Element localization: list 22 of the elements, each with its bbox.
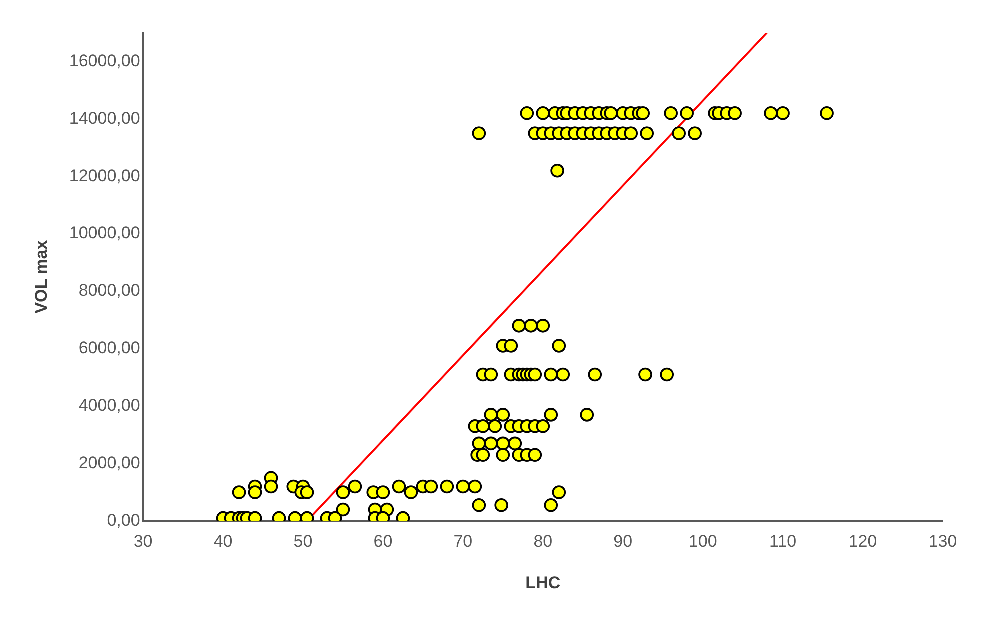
x-tick-label: 60 (374, 532, 393, 552)
x-tick-label: 120 (848, 532, 878, 552)
x-tick-label: 130 (928, 532, 958, 552)
y-tick-label: 14000,00 (69, 108, 140, 128)
y-tick-label: 8000,00 (78, 281, 140, 300)
x-tick-label: 100 (688, 532, 718, 552)
y-tick-label: 16000,00 (69, 51, 140, 70)
y-tick-label: 2000,00 (78, 453, 140, 472)
x-tick-label: 90 (614, 532, 633, 552)
x-tick-label: 70 (454, 532, 473, 552)
y-tick-label: 0,00 (107, 510, 140, 530)
x-tick-label: 110 (770, 532, 797, 552)
y-tick-label: 6000,00 (78, 338, 140, 358)
x-tick-label: 50 (294, 532, 313, 552)
y-tick-label: 4000,00 (78, 396, 140, 416)
y-axis-title: VOL max (32, 240, 51, 314)
y-tick-label: 10000,00 (69, 224, 140, 243)
x-tick-label: 30 (134, 532, 153, 552)
x-tick-label: 80 (534, 532, 553, 552)
y-tick-label: 12000,00 (69, 166, 140, 186)
x-axis-title: LHC (526, 573, 561, 592)
x-tick-label: 40 (214, 532, 233, 552)
